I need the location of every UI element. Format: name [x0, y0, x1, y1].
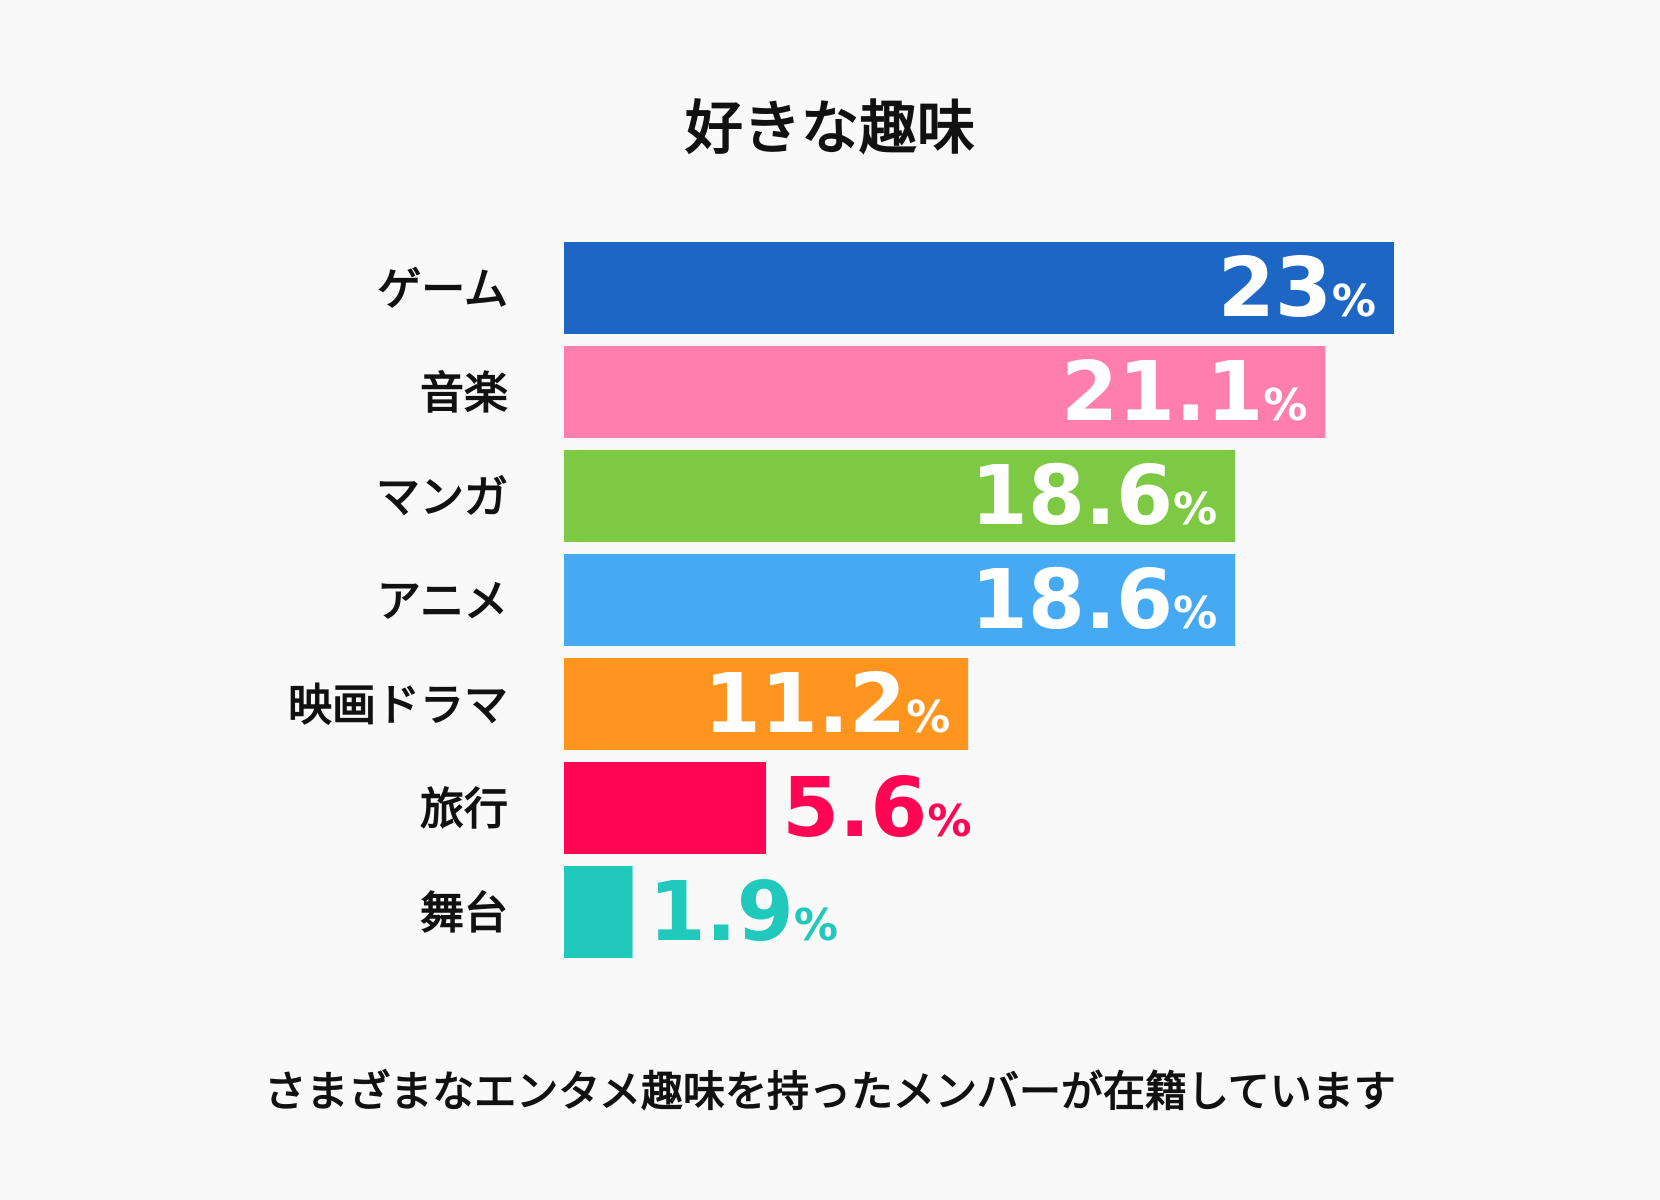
value-label: 21.1%: [1061, 345, 1307, 440]
value-number: 11.2: [704, 657, 906, 752]
value-unit: %: [927, 796, 971, 847]
category-label: 旅行: [420, 784, 508, 835]
value-unit: %: [1263, 380, 1307, 431]
value-number: 21.1: [1061, 345, 1263, 440]
chart-title: 好きな趣味: [684, 94, 975, 162]
value-number: 1.9: [649, 865, 794, 960]
value-number: 18.6: [971, 449, 1173, 544]
bar: [564, 450, 1236, 542]
bar: [564, 554, 1236, 646]
value-label: 11.2%: [704, 657, 950, 752]
value-unit: %: [906, 692, 950, 743]
value-number: 23: [1218, 241, 1332, 336]
value-unit: %: [1332, 276, 1376, 327]
category-label: ゲーム: [377, 264, 508, 315]
value-label: 18.6%: [971, 449, 1217, 544]
value-number: 18.6: [971, 553, 1173, 648]
value-unit: %: [794, 900, 838, 951]
value-number: 5.6: [782, 761, 927, 856]
value-label: 5.6%: [782, 761, 971, 856]
category-label: 映画ドラマ: [288, 680, 508, 731]
category-label: アニメ: [377, 576, 508, 627]
value-label: 18.6%: [971, 553, 1217, 648]
value-label: 1.9%: [649, 865, 838, 960]
value-unit: %: [1173, 484, 1217, 535]
category-label: マンガ: [376, 472, 508, 523]
value-label: 23%: [1218, 241, 1376, 336]
bar: [564, 762, 767, 854]
bars-layer: ゲーム 23% 音楽 21.1% マンガ 18.6% アニメ 18.6% 映画ドラマ 11.2% 旅…: [288, 241, 1394, 960]
category-label: 音楽: [420, 368, 508, 419]
category-label: 舞台: [420, 888, 508, 939]
bar: [564, 346, 1326, 438]
chart-caption: さまざまなエンタメ趣味を持ったメンバーが在籍しています: [264, 1067, 1395, 1116]
value-unit: %: [1173, 588, 1217, 639]
bar: [564, 658, 969, 750]
bar: [564, 242, 1394, 334]
bar: [564, 866, 633, 958]
